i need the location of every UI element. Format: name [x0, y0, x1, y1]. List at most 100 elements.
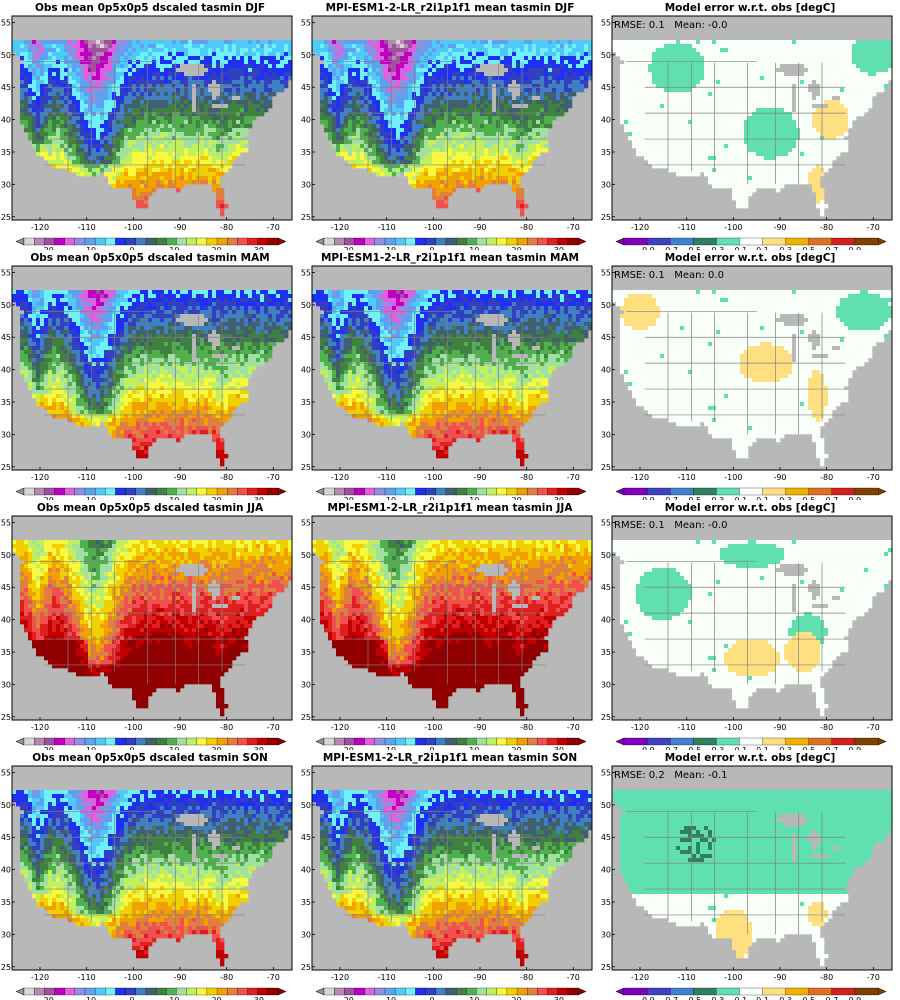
temperature-field — [12, 540, 292, 717]
map-frame — [311, 765, 593, 971]
colorbar-extend-high — [877, 237, 887, 246]
colorbar-swatch — [135, 487, 147, 496]
state-boundaries — [626, 60, 846, 185]
colorbar-swatch — [125, 487, 137, 496]
lat-tick-label: 50 — [301, 51, 311, 60]
colorbar-swatch — [94, 237, 106, 246]
colorbar-swatch — [739, 237, 763, 246]
lon-tick-label: -90 — [773, 973, 786, 982]
colorbar-swatch — [44, 737, 55, 746]
lon-tick-label: -100 — [724, 223, 742, 232]
colorbar-swatch — [54, 487, 65, 496]
lon-tick-label: -70 — [267, 223, 280, 232]
colorbar-tick-label: 0.9 — [849, 496, 862, 500]
colorbar: -0.9 -0.7 -0.5 -0.3 -0.1 0.1 0.3 0.5 0.7 0.9 — [615, 987, 887, 1000]
colorbar-swatch — [496, 987, 508, 996]
colorbar-swatch — [831, 987, 856, 996]
error-stats: RMSE: 0.1 Mean: -0.0 — [614, 520, 728, 531]
lat-tick-label: 35 — [601, 148, 611, 157]
colorbar-swatch — [415, 987, 426, 996]
temperature-field — [312, 40, 592, 217]
colorbar-tick-label: 10 — [469, 246, 479, 250]
lon-tick-label: -80 — [820, 473, 833, 482]
colorbar-swatch — [64, 237, 76, 246]
lat-tick-label: 45 — [301, 83, 311, 92]
map-figure: 25303540455055-120-110-100-90-80-70-20-1… — [301, 265, 593, 500]
colorbar: -20 -10 0 10 20 30 — [15, 487, 287, 500]
colorbar-swatch — [646, 237, 671, 246]
colorbar-swatch — [537, 737, 548, 746]
lat-tick-label: 50 — [1, 301, 11, 310]
colorbar-swatch — [334, 737, 345, 746]
lon-tick-label: -90 — [473, 473, 486, 482]
colorbar-swatch — [516, 487, 528, 496]
lat-tick-label: 25 — [601, 963, 611, 972]
colorbar-swatch — [135, 987, 147, 996]
colorbar-swatch — [155, 987, 167, 996]
colorbar-swatch — [206, 237, 218, 246]
colorbar-extend-low — [15, 237, 25, 246]
colorbar-swatch — [105, 487, 116, 496]
colorbar-tick-label: 0.5 — [802, 746, 815, 750]
colorbar-swatch — [186, 487, 198, 496]
colorbar-swatch — [135, 237, 147, 246]
colorbar-swatch — [646, 987, 671, 996]
colorbar-swatch — [227, 237, 238, 246]
colorbar-swatch — [166, 987, 177, 996]
colorbar-swatch — [23, 737, 35, 746]
colorbar-tick-label: 0.1 — [756, 746, 769, 750]
colorbar-swatch — [186, 237, 198, 246]
colorbar-swatch — [762, 737, 786, 746]
lon-tick-label: -80 — [520, 473, 533, 482]
colorbar-tick-label: -0.1 — [732, 496, 748, 500]
colorbar-swatch — [344, 487, 355, 496]
map-figure: 25303540455055-120-110-100-90-80-70-20-1… — [1, 515, 293, 750]
lon-tick-label: -110 — [378, 723, 396, 732]
colorbar-tick-label: 20 — [512, 246, 522, 250]
lon-tick-label: -70 — [267, 973, 280, 982]
colorbar-swatch — [135, 737, 147, 746]
colorbar-tick-label: 20 — [212, 996, 222, 1000]
colorbar-swatch — [425, 237, 437, 246]
colorbar-swatch — [455, 737, 467, 746]
colorbar-swatch — [196, 737, 208, 746]
lat-tick-label: 40 — [601, 116, 611, 125]
colorbar-swatch — [476, 737, 487, 746]
colorbar-swatch — [435, 987, 447, 996]
colorbar-tick-label: 0.9 — [849, 746, 862, 750]
colorbar-swatch — [155, 737, 167, 746]
map-frame — [311, 15, 593, 221]
colorbar-tick-label: 0 — [429, 246, 434, 250]
colorbar-swatch — [155, 237, 167, 246]
lon-tick-label: -120 — [631, 973, 649, 982]
lat-tick-label: 45 — [1, 83, 11, 92]
lat-tick-label: 40 — [301, 366, 311, 375]
colorbar-swatch — [854, 737, 879, 746]
colorbar-swatch — [547, 737, 559, 746]
colorbar-tick-label: 0.5 — [802, 496, 815, 500]
colorbar-swatch — [646, 737, 671, 746]
colorbar-swatch — [547, 237, 559, 246]
colorbar-swatch — [557, 987, 569, 996]
lon-tick-label: -120 — [31, 473, 49, 482]
colorbar-swatch — [74, 987, 86, 996]
colorbar-swatch — [486, 237, 498, 246]
colorbar-swatch — [384, 487, 396, 496]
colorbar-swatch — [854, 987, 879, 996]
lat-tick-label: 30 — [601, 930, 611, 939]
lon-tick-label: -120 — [31, 723, 49, 732]
colorbar-swatch — [23, 237, 35, 246]
panel-title: MPI-ESM1-2-LR_r2i1p1f1 mean tasmin SON — [300, 752, 600, 764]
colorbar-swatch — [405, 737, 416, 746]
colorbar-swatch — [384, 987, 396, 996]
colorbar: -0.9 -0.7 -0.5 -0.3 -0.1 0.1 0.3 0.5 0.7 0.9 — [615, 737, 887, 750]
colorbar-swatch — [384, 737, 396, 746]
lon-tick-label: -100 — [124, 473, 142, 482]
colorbar-swatch — [364, 487, 376, 496]
colorbar-swatch — [466, 987, 477, 996]
colorbar-swatch — [196, 987, 208, 996]
lat-tick-label: 55 — [1, 768, 11, 777]
lon-tick-label: -70 — [267, 473, 280, 482]
colorbar-swatch — [257, 487, 269, 496]
colorbar-swatch — [323, 237, 335, 246]
